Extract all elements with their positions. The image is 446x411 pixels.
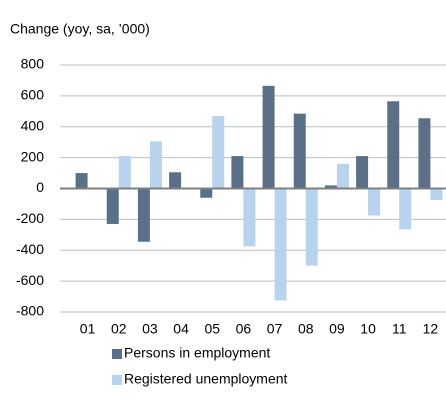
x-tick-label: 04: [173, 321, 189, 337]
x-tick-label: 10: [360, 321, 376, 337]
legend-swatch: [112, 349, 122, 359]
bar: [368, 188, 381, 216]
x-tick-label: 08: [298, 321, 314, 337]
y-tick-label: -400: [16, 241, 44, 257]
legend-label: Persons in employment: [124, 345, 270, 361]
x-tick-label: 09: [329, 321, 345, 337]
bar: [399, 188, 412, 230]
bar: [169, 172, 182, 189]
bar: [387, 101, 400, 189]
bar: [200, 188, 213, 198]
bar: [243, 188, 256, 247]
x-tick-label: 05: [204, 321, 220, 337]
x-tick-label: 11: [392, 321, 407, 337]
bar: [106, 188, 119, 225]
x-tick-label: 07: [267, 321, 283, 337]
y-tick-label: 800: [21, 56, 45, 72]
y-tick-label: -800: [16, 303, 44, 319]
bar: [212, 115, 225, 189]
x-tick-label: 02: [111, 321, 127, 337]
y-tick-label: -600: [16, 272, 44, 288]
x-tick-label: 03: [142, 321, 158, 337]
bar: [430, 188, 443, 201]
bar: [336, 163, 349, 189]
legend-swatch: [112, 375, 122, 385]
legend-label: Registered unemployment: [124, 371, 288, 387]
x-tick-label: 12: [423, 321, 439, 337]
chart-title: Change (yoy, sa, ’000): [10, 21, 150, 37]
bar: [118, 156, 131, 189]
bar: [293, 113, 306, 189]
bar: [149, 141, 162, 189]
bar: [75, 173, 88, 189]
bar: [262, 85, 275, 189]
y-tick-label: 600: [21, 87, 45, 103]
y-tick-label: 0: [36, 179, 44, 195]
bar: [418, 118, 431, 189]
y-tick-label: -200: [16, 210, 44, 226]
bar: [324, 185, 337, 189]
x-tick-label: 06: [236, 321, 252, 337]
y-tick-label: 200: [21, 148, 45, 164]
bar: [305, 188, 318, 266]
bar: [274, 188, 287, 301]
bar: [231, 156, 244, 189]
bar: [137, 188, 150, 242]
bar: [356, 156, 369, 189]
y-tick-label: 400: [21, 117, 45, 133]
x-tick-label: 01: [80, 321, 96, 337]
